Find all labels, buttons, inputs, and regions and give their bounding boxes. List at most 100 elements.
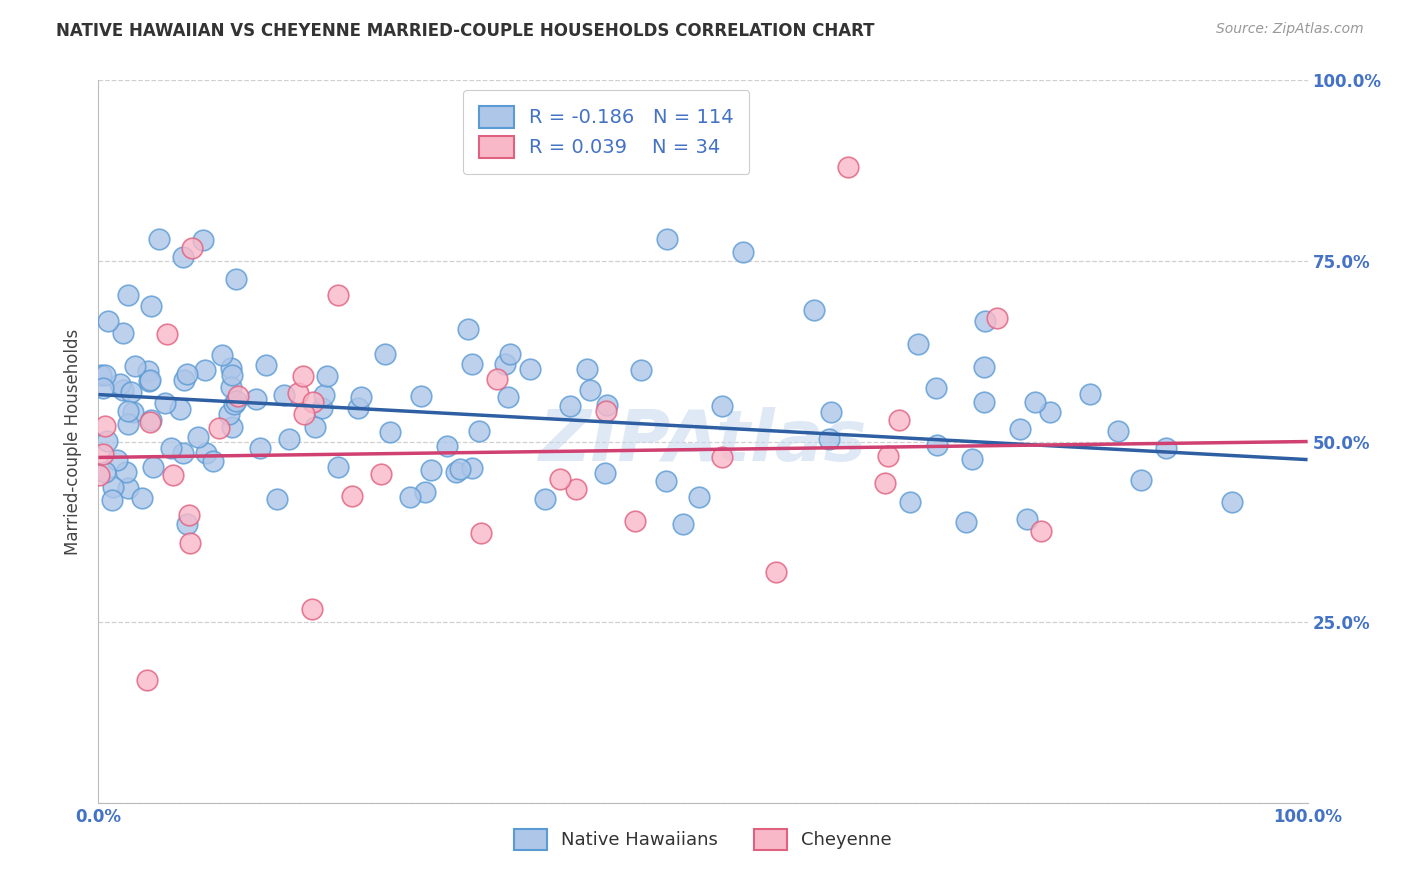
Point [1024,395,1046,409]
Point [176,517,198,532]
Point [131,491,153,505]
Point [1039,405,1062,419]
Point [485,372,508,386]
Point [219,361,242,376]
Point [139,299,162,313]
Point [301,394,323,409]
Point [328,459,350,474]
Point [211,348,233,362]
Point [218,407,240,421]
Point [219,380,242,394]
Point [120,385,142,400]
Point [558,399,581,413]
Point [90,368,112,383]
Point [249,441,271,455]
Point [374,347,396,361]
Point [350,391,373,405]
Point [124,359,146,373]
Point [225,394,247,409]
Point [114,465,136,479]
Point [91,446,114,460]
Point [672,517,695,532]
Point [688,490,710,504]
Point [413,485,436,500]
Point [172,445,194,459]
Point [1220,495,1243,509]
Point [117,481,139,495]
Point [179,536,201,550]
Point [461,460,484,475]
Text: ZIPAtlas: ZIPAtlas [538,407,868,476]
Point [595,404,617,418]
Point [117,417,139,431]
Point [153,396,176,410]
Point [266,492,288,507]
Text: Source: ZipAtlas.com: Source: ZipAtlas.com [1216,22,1364,37]
Point [519,362,541,376]
Point [346,401,368,416]
Point [221,420,243,434]
Point [139,413,162,427]
Point [93,381,115,395]
Point [135,673,157,687]
Point [907,337,929,351]
Point [765,565,787,579]
Point [711,450,734,464]
Point [173,373,195,387]
Point [889,412,911,426]
Point [181,242,204,256]
Point [187,430,209,444]
Point [94,419,117,434]
Point [301,602,323,616]
Point [962,451,984,466]
Point [326,287,349,301]
Point [117,403,139,417]
Point [195,445,218,459]
Point [208,420,231,434]
Point [177,508,200,523]
Point [224,397,246,411]
Point [138,364,160,378]
Point [411,389,433,403]
Point [94,466,117,480]
Point [117,288,139,302]
Point [457,322,479,336]
Point [444,465,467,479]
Point [925,437,948,451]
Point [1129,473,1152,487]
Point [925,381,948,395]
Point [202,453,225,467]
Point [974,314,997,328]
Point [986,311,1008,326]
Point [273,387,295,401]
Point [110,377,132,392]
Point [287,385,309,400]
Point [89,468,111,483]
Point [593,466,616,480]
Point [973,359,995,374]
Point [596,398,619,412]
Point [1008,422,1031,436]
Point [576,362,599,376]
Point [837,160,859,174]
Point [292,407,315,421]
Point [96,434,118,448]
Point [304,420,326,434]
Point [578,383,600,397]
Point [193,233,215,247]
Point [94,368,117,383]
Legend: R = -0.186   N = 114, R = 0.039    N = 34: R = -0.186 N = 114, R = 0.039 N = 34 [463,90,749,174]
Point [245,392,267,406]
Point [105,453,128,467]
Point [710,399,733,413]
Point [138,374,160,388]
Point [380,425,402,439]
Point [172,250,194,264]
Point [311,401,333,416]
Point [630,363,652,377]
Point [97,314,120,328]
Point [818,432,841,446]
Point [1078,387,1101,401]
Point [565,483,588,497]
Point [1015,512,1038,526]
